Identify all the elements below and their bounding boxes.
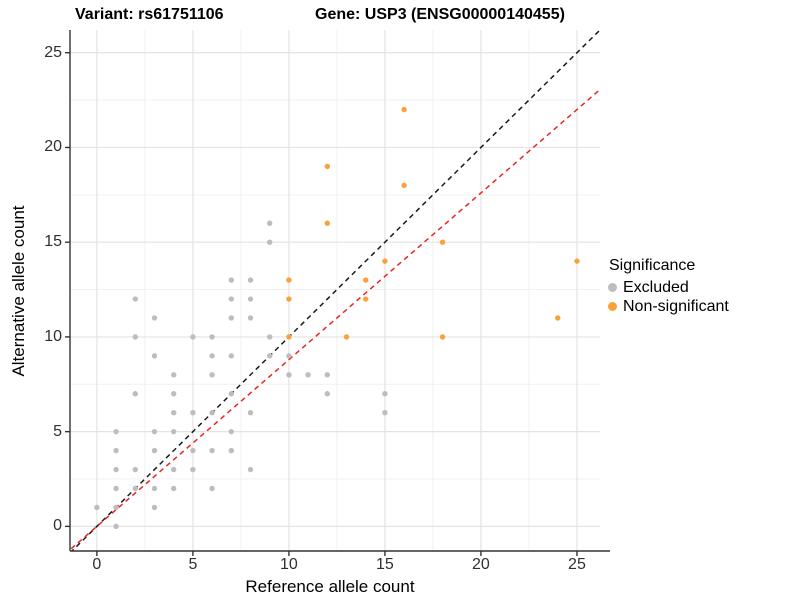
data-point-excluded — [170, 428, 177, 435]
data-point-excluded — [170, 409, 177, 416]
data-point-excluded — [267, 239, 273, 245]
data-point-excluded — [113, 523, 119, 530]
legend-title: Significance — [609, 257, 696, 274]
data-point-excluded — [382, 409, 388, 416]
legend-label-excluded: Excluded — [623, 279, 689, 296]
legend-dot-excluded-icon — [608, 283, 617, 292]
data-point-non-significant — [286, 334, 292, 340]
data-point-excluded — [228, 447, 235, 454]
data-point-excluded — [286, 372, 292, 378]
plot-title-gene: Gene: USP3 (ENSG00000140455) — [315, 6, 565, 23]
legend-label-non-significant: Non-significant — [623, 298, 729, 315]
data-point-excluded — [190, 447, 196, 454]
data-point-non-significant — [286, 296, 292, 302]
data-point-excluded — [228, 353, 235, 359]
data-point-non-significant — [324, 220, 331, 226]
legend-item-non-significant: Non-significant — [608, 297, 729, 316]
x-tick-label: 0 — [92, 556, 102, 573]
data-point-excluded — [132, 334, 138, 340]
data-point-excluded — [113, 447, 119, 454]
data-point-excluded — [113, 485, 119, 492]
data-point-excluded — [247, 296, 254, 302]
data-point-excluded — [209, 447, 215, 454]
data-point-excluded — [190, 334, 196, 340]
data-point-excluded — [113, 428, 119, 435]
data-point-excluded — [247, 466, 254, 473]
data-point-excluded — [209, 485, 215, 492]
data-point-excluded — [190, 466, 196, 473]
data-point-non-significant — [324, 163, 331, 170]
data-point-non-significant — [439, 239, 446, 245]
plot-title-variant: Variant: rs61751106 — [75, 6, 224, 23]
x-tick-label: 15 — [376, 556, 394, 573]
legend: Significance Excluded Non-significant — [608, 257, 729, 316]
y-tick-label: 0 — [53, 517, 62, 535]
data-point-non-significant — [555, 315, 561, 321]
data-point-excluded — [228, 391, 235, 397]
data-point-excluded — [228, 296, 235, 302]
x-axis-title: Reference allele count — [245, 577, 415, 596]
data-point-excluded — [267, 353, 273, 359]
data-point-non-significant — [574, 258, 580, 264]
data-point-non-significant — [363, 296, 369, 302]
data-point-excluded — [324, 372, 331, 378]
data-point-excluded — [228, 428, 235, 435]
data-point-non-significant — [363, 277, 369, 283]
data-point-excluded — [151, 315, 158, 321]
data-point-excluded — [132, 485, 138, 492]
data-point-non-significant — [286, 277, 292, 283]
data-point-excluded — [382, 391, 388, 397]
data-point-excluded — [151, 353, 158, 359]
data-point-excluded — [209, 353, 215, 359]
data-point-excluded — [132, 296, 138, 302]
data-point-excluded — [151, 504, 158, 511]
data-point-non-significant — [439, 334, 446, 340]
data-point-excluded — [151, 485, 158, 492]
data-point-excluded — [324, 391, 331, 397]
data-point-non-significant — [343, 334, 350, 340]
data-point-excluded — [113, 504, 119, 511]
data-point-non-significant — [401, 182, 407, 189]
x-tick-label: 10 — [280, 556, 298, 573]
x-tick-label: 5 — [188, 556, 198, 573]
data-point-excluded — [151, 447, 158, 454]
data-point-excluded — [267, 220, 273, 226]
data-point-excluded — [209, 334, 215, 340]
legend-dot-non-significant-icon — [608, 302, 617, 311]
data-point-excluded — [228, 277, 235, 283]
x-tick-label: 20 — [472, 556, 490, 573]
legend-item-excluded: Excluded — [608, 278, 729, 297]
data-point-excluded — [132, 466, 138, 473]
data-point-excluded — [267, 334, 273, 340]
x-tick-label: 25 — [568, 556, 586, 573]
y-tick-label: 10 — [44, 327, 62, 345]
data-point-non-significant — [401, 106, 407, 113]
y-tick-label: 20 — [44, 138, 62, 156]
data-point-excluded — [247, 277, 254, 283]
data-point-excluded — [132, 391, 138, 397]
data-point-excluded — [228, 315, 235, 321]
y-axis-title: Alternative allele count — [9, 205, 28, 377]
data-point-excluded — [170, 466, 177, 473]
data-point-excluded — [286, 353, 292, 359]
data-point-excluded — [170, 372, 177, 378]
identity-line — [70, 30, 600, 551]
data-point-excluded — [170, 485, 177, 492]
data-point-excluded — [209, 409, 215, 416]
data-point-excluded — [247, 315, 254, 321]
data-point-non-significant — [382, 258, 388, 264]
y-tick-label: 15 — [44, 233, 62, 251]
data-point-excluded — [209, 372, 215, 378]
data-point-excluded — [170, 391, 177, 397]
data-point-excluded — [113, 466, 119, 473]
data-point-excluded — [305, 372, 311, 378]
y-tick-label: 5 — [53, 422, 62, 440]
data-point-excluded — [151, 428, 158, 435]
y-tick-label: 25 — [44, 43, 62, 61]
data-point-excluded — [190, 409, 196, 416]
data-point-excluded — [94, 504, 100, 511]
data-point-excluded — [247, 409, 254, 416]
